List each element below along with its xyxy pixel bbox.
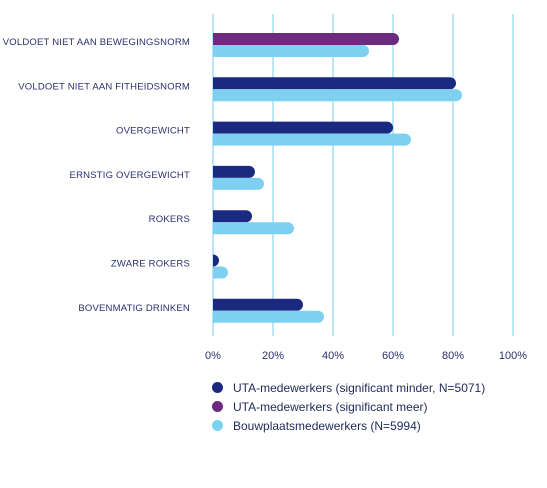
bar-uta	[213, 77, 456, 90]
bar-uta	[213, 254, 219, 267]
legend-label-uta-minder: UTA-medewerkers (significant minder, N=5…	[233, 380, 486, 395]
x-tick-label: 0%	[205, 350, 221, 362]
chart-grid	[212, 14, 514, 336]
legend-swatch-uta-meer	[212, 401, 223, 412]
bar-uta	[213, 210, 252, 223]
category-label: BOVENMATIG DRINKEN	[78, 303, 190, 314]
category-label: OVERGEWICHT	[116, 126, 190, 137]
category-label: ROKERS	[149, 214, 190, 225]
legend-item-bouwplaats: Bouwplaatsmedewerkers (N=5994)	[212, 416, 485, 435]
bar-bouwplaats	[213, 45, 369, 57]
legend-item-uta-minder: UTA-medewerkers (significant minder, N=5…	[212, 378, 485, 397]
chart-legend: UTA-medewerkers (significant minder, N=5…	[212, 378, 485, 435]
bar-uta	[213, 33, 399, 45]
bar-bouwplaats	[213, 310, 324, 323]
legend-swatch-bouwplaats	[212, 420, 223, 431]
bar-bouwplaats	[213, 266, 228, 279]
bar-uta	[213, 121, 394, 134]
category-label: ZWARE ROKERS	[111, 259, 190, 270]
x-tick-labels: 0% 20% 40% 60% 80% 100%	[205, 350, 527, 362]
legend-swatch-uta-minder	[212, 382, 223, 393]
bar-bouwplaats	[213, 89, 462, 102]
bar-uta	[213, 298, 303, 311]
legend-label-uta-meer: UTA-medewerkers (significant meer)	[233, 399, 428, 414]
bar-chart: VOLDOET NIET AAN BEWEGINGSNORM VOLDOET NI…	[3, 14, 527, 362]
bar-uta	[213, 165, 255, 178]
legend-label-bouwplaats: Bouwplaatsmedewerkers (N=5994)	[233, 418, 421, 433]
bar-bouwplaats	[213, 177, 264, 190]
x-tick-label: 80%	[442, 350, 464, 362]
x-tick-label: 40%	[322, 350, 344, 362]
legend-item-uta-meer: UTA-medewerkers (significant meer)	[212, 397, 485, 416]
x-tick-label: 20%	[262, 350, 284, 362]
bar-bouwplaats	[213, 133, 411, 146]
category-labels: VOLDOET NIET AAN BEWEGINGSNORM VOLDOET NI…	[3, 37, 190, 314]
category-label: VOLDOET NIET AAN BEWEGINGSNORM	[3, 37, 190, 48]
bar-bouwplaats	[213, 222, 294, 235]
category-label: VOLDOET NIET AAN FITHEIDSNORM	[18, 81, 190, 92]
x-tick-label: 60%	[382, 350, 404, 362]
category-label: ERNSTIG OVERGEWICHT	[70, 170, 190, 181]
x-tick-label: 100%	[499, 350, 527, 362]
chart-bars	[213, 33, 462, 323]
